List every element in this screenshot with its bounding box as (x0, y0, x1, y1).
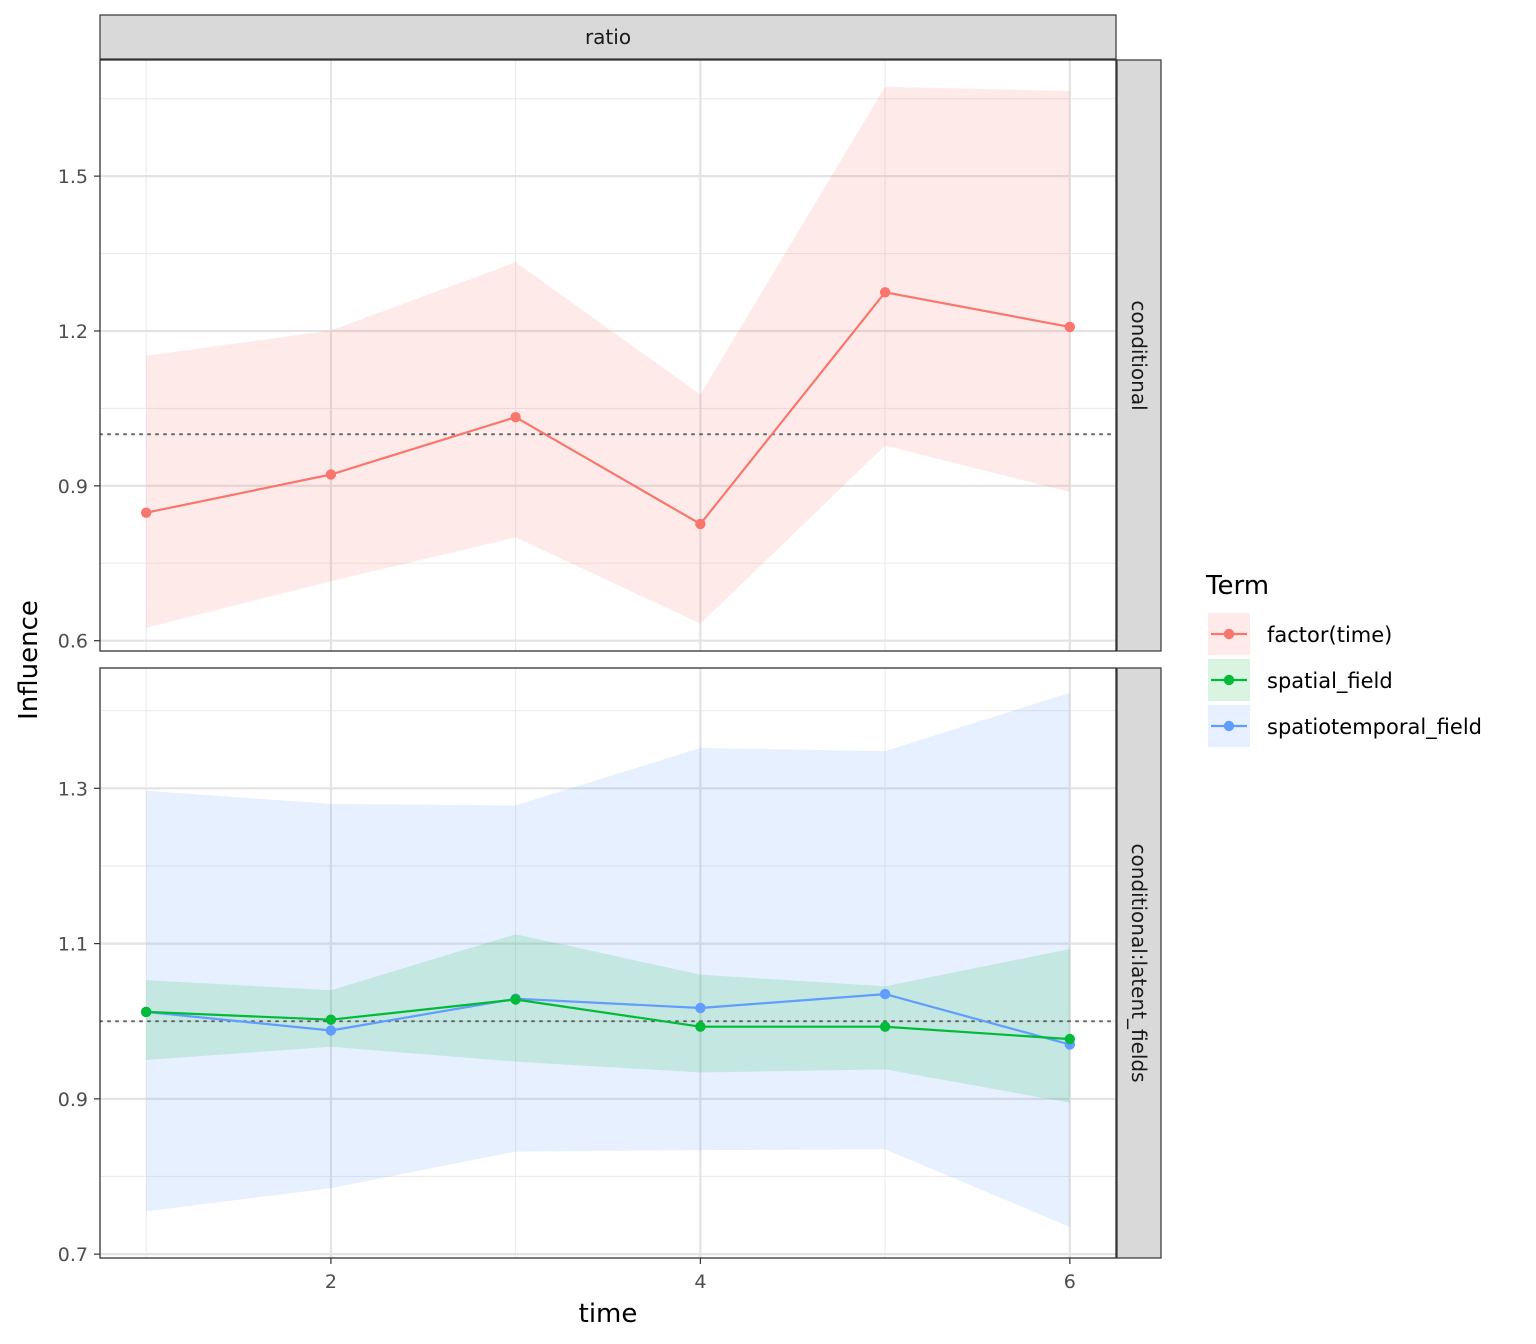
data-point-factor(time) (141, 507, 152, 518)
series-line-factor(time) (145, 291, 1071, 526)
ribbon-spatiotemporal_field (146, 692, 1070, 1227)
panel-background (100, 60, 1116, 651)
ribbon-factor(time) (146, 86, 1070, 628)
column-strip-box (99, 14, 1117, 60)
legend-label: factor(time) (1267, 623, 1392, 647)
data-point-factor(time) (879, 287, 891, 298)
data-point-spatiotemporal_field (325, 1025, 337, 1036)
data-point-spatial_field (879, 1021, 891, 1032)
legend-key-point (1223, 720, 1235, 732)
panel-plot-area (100, 668, 1116, 1258)
row-strip-box (1116, 59, 1162, 652)
y-tick-label: 1.1 (58, 934, 88, 956)
panel-border (99, 667, 1117, 1259)
legend-key-point (1223, 674, 1235, 686)
data-point-spatial_field (510, 994, 521, 1005)
legend-label: spatial_field (1267, 669, 1393, 694)
data-point-spatial_field (325, 1014, 337, 1025)
y-axis-title: Influence (14, 600, 44, 720)
legend-key-point (1223, 628, 1235, 640)
row-strip-box (1116, 667, 1162, 1259)
y-tick-label: 1.3 (58, 778, 88, 800)
x-tick-label: 4 (694, 1271, 706, 1293)
panels-layer: 0.6 0.9 1.2 1.5 0.7 0.9 1.1 1.3 (58, 59, 1117, 1266)
data-point-spatial_field (1064, 1033, 1076, 1045)
panel-1: 0.6 0.9 1.2 1.5 (58, 59, 1117, 653)
x-tick-label: 2 (325, 1271, 337, 1293)
ribbon-spatial_field (146, 934, 1070, 1103)
row-strip-label: conditional:latent_fields (1127, 843, 1151, 1082)
y-tick-label: 0.9 (58, 1089, 88, 1111)
data-point-spatiotemporal_field (695, 1002, 706, 1014)
data-point-spatiotemporal_field (879, 988, 891, 1000)
panel-border (99, 59, 1117, 652)
x-axis-title: time (579, 1299, 638, 1329)
x-tick-label: 6 (1064, 1271, 1076, 1293)
series-line-spatiotemporal_field (146, 992, 1071, 1046)
panel-plot-area (100, 60, 1116, 651)
y-tick-label: 0.7 (58, 1244, 88, 1266)
legend-label: spatiotemporal_field (1267, 715, 1482, 740)
strips-layer: ratio conditional conditional:latent_fiel… (99, 14, 1162, 1259)
data-point-factor(time) (695, 518, 706, 530)
x-axis: 2 4 6 (325, 1258, 1076, 1293)
column-strip-label: ratio (585, 25, 631, 49)
legend: Term factor(time) spatial_field spatiotemp… (1205, 571, 1482, 747)
data-point-factor(time) (325, 469, 337, 480)
y-tick-label: 0.9 (58, 476, 88, 498)
panel-background (100, 668, 1116, 1258)
y-tick-label: 1.2 (58, 321, 88, 343)
data-point-factor(time) (510, 412, 521, 423)
panel-2: 0.7 0.9 1.1 1.3 (58, 667, 1117, 1266)
data-point-spatial_field (141, 1006, 152, 1018)
legend-title: Term (1205, 571, 1269, 601)
y-tick-label: 1.5 (58, 166, 88, 188)
y-tick-label: 0.6 (58, 631, 88, 653)
data-point-factor(time) (1064, 321, 1076, 333)
series-line-spatial_field (146, 998, 1070, 1041)
data-point-spatial_field (695, 1021, 706, 1032)
row-strip-label: conditional (1127, 300, 1151, 410)
